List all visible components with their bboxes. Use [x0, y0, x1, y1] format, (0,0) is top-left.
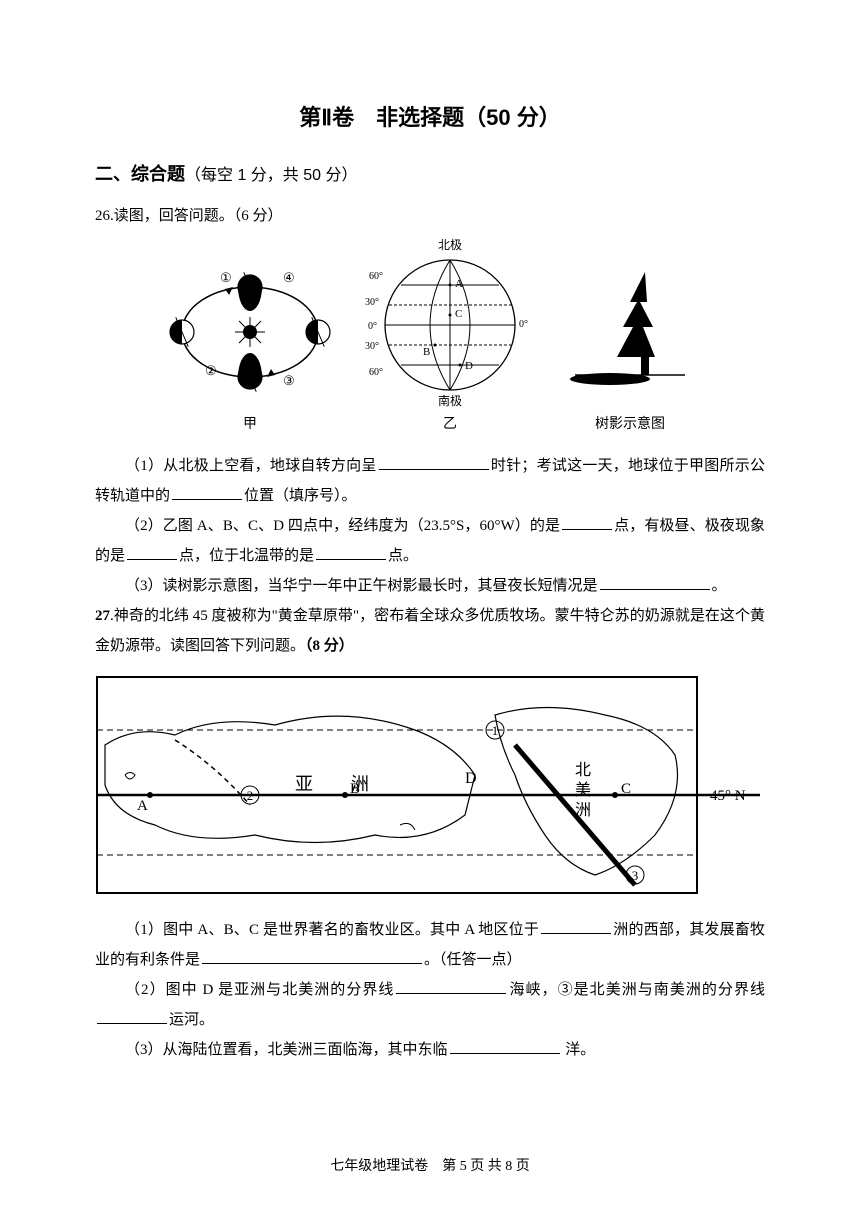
q27-p2a: （2）图中 D 是亚洲与北美洲的分界线 [125, 982, 394, 998]
q27-p2c: 运河。 [169, 1012, 214, 1028]
q26-p3b: 。 [712, 578, 727, 594]
q26-p2c: 点，位于北温带的是 [179, 548, 314, 564]
blank [127, 559, 177, 560]
q27-pts: （8 分） [305, 638, 354, 654]
svg-text:②: ② [205, 363, 217, 378]
globe-svg: 北极 60° 30° 0° 30° 60° 0° A B [365, 237, 535, 407]
q27-p3: （3）从海陆位置看，北美洲三面临海，其中东临 洋。 [95, 1035, 765, 1065]
figure-tree-label: 树影示意图 [595, 413, 665, 433]
blank [450, 1053, 560, 1054]
svg-text:①: ① [220, 270, 232, 285]
figure-tree: 树影示意图 [565, 257, 695, 433]
svg-text:60°: 60° [369, 271, 383, 282]
q27-header: 27.神奇的北纬 45 度被称为"黄金草原带"，密布着全球众多优质牧场。蒙牛特仑… [95, 601, 765, 661]
svg-text:B: B [423, 346, 430, 358]
q27-p2b: 海峡，③是北美洲与南美洲的分界线 [508, 982, 765, 998]
blank [562, 529, 612, 530]
subsection-heading: 二、综合题（每空 1 分，共 50 分） [95, 160, 765, 186]
svg-text:3: 3 [632, 868, 639, 883]
blank [97, 1023, 167, 1024]
blank [172, 499, 242, 500]
q26-p2: （2）乙图 A、B、C、D 四点中，经纬度为（23.5°S，60°W）的是点，有… [95, 511, 765, 571]
svg-text:2: 2 [247, 788, 254, 803]
figure-orbit-label: 甲 [243, 413, 257, 433]
blank [396, 993, 506, 994]
figure-orbit: ① ② ③ ④ 甲 [165, 257, 335, 433]
q26-p3: （3）读树影示意图，当华宁一年中正午树影最长时，其昼夜长短情况是 。 [95, 571, 765, 601]
q26-p1a: （1）从北极上空看，地球自转方向呈 [125, 458, 377, 474]
blank [316, 559, 386, 560]
tree-svg [565, 257, 695, 407]
svg-text:D: D [465, 360, 473, 372]
svg-text:60°: 60° [369, 367, 383, 378]
blank [600, 589, 710, 590]
section-title: 第Ⅱ卷 非选择题（50 分） [95, 100, 765, 132]
q27-num: 27 [95, 608, 110, 624]
q26-p2a: （2）乙图 A、B、C、D 四点中，经纬度为（23.5°S，60°W）的是 [125, 518, 560, 534]
svg-text:北极: 北极 [438, 238, 462, 252]
figures-row: ① ② ③ ④ 甲 北极 60° 30° 0° 30° 60° [95, 237, 765, 433]
svg-text:30°: 30° [365, 297, 379, 308]
q27-p1c: 。（任答一点） [424, 952, 522, 968]
svg-text:0°: 0° [368, 321, 377, 332]
figure-globe: 北极 60° 30° 0° 30° 60° 0° A B [365, 237, 535, 433]
svg-text:45° N: 45° N [710, 788, 746, 804]
svg-text:南极: 南极 [438, 393, 462, 407]
subsection-note: （每空 1 分，共 50 分） [185, 167, 357, 184]
svg-text:③: ③ [283, 373, 295, 388]
q26-p2d: 点。 [388, 548, 418, 564]
svg-text:1: 1 [492, 723, 499, 738]
subsection-prefix: 二、综合题 [95, 164, 185, 184]
q27-p1: （1）图中 A、B、C 是世界著名的畜牧业区。其中 A 地区位于洲的西部，其发展… [95, 915, 765, 975]
q27-p3b: 洋。 [562, 1042, 596, 1058]
q27-text: .神奇的北纬 45 度被称为"黄金草原带"，密布着全球众多优质牧场。蒙牛特仑苏的… [95, 608, 765, 654]
orbit-svg: ① ② ③ ④ [165, 257, 335, 407]
svg-text:美: 美 [575, 781, 591, 799]
page-footer: 七年级地理试卷 第 5 页 共 8 页 [0, 1155, 860, 1175]
map-svg: 45° N 亚 洲 北 美 洲 A B C D 1 2 3 [95, 675, 765, 895]
svg-text:C: C [621, 781, 631, 797]
svg-text:A: A [455, 278, 463, 290]
svg-text:北: 北 [575, 761, 591, 779]
q26-header: 26.读图，回答问题。（6 分） [95, 204, 765, 225]
q27-p2: （2）图中 D 是亚洲与北美洲的分界线 海峡，③是北美洲与南美洲的分界线运河。 [95, 975, 765, 1035]
svg-text:亚 洲: 亚 洲 [295, 774, 379, 794]
q26-p1c: 位置（填序号）。 [244, 488, 357, 504]
world-map: 45° N 亚 洲 北 美 洲 A B C D 1 2 3 [95, 675, 765, 895]
blank [379, 469, 489, 470]
blank [541, 933, 611, 934]
blank [202, 963, 422, 964]
q26-p1: （1）从北极上空看，地球自转方向呈时针；考试这一天，地球位于甲图所示公转轨道中的… [95, 451, 765, 511]
svg-text:D: D [465, 770, 477, 787]
svg-text:④: ④ [283, 270, 295, 285]
svg-text:A: A [137, 798, 148, 814]
svg-text:B: B [350, 781, 360, 797]
svg-text:0°: 0° [519, 319, 528, 330]
q27-p1aに: （1）图中 A、B、C 是世界著名的畜牧业区。其中 A 地区位于 [125, 922, 539, 938]
svg-text:30°: 30° [365, 341, 379, 352]
q27-p3a: （3）从海陆位置看，北美洲三面临海，其中东临 [125, 1042, 448, 1058]
svg-text:C: C [455, 308, 462, 320]
q26-p3a: （3）读树影示意图，当华宁一年中正午树影最长时，其昼夜长短情况是 [125, 578, 598, 594]
figure-globe-label: 乙 [443, 413, 457, 433]
